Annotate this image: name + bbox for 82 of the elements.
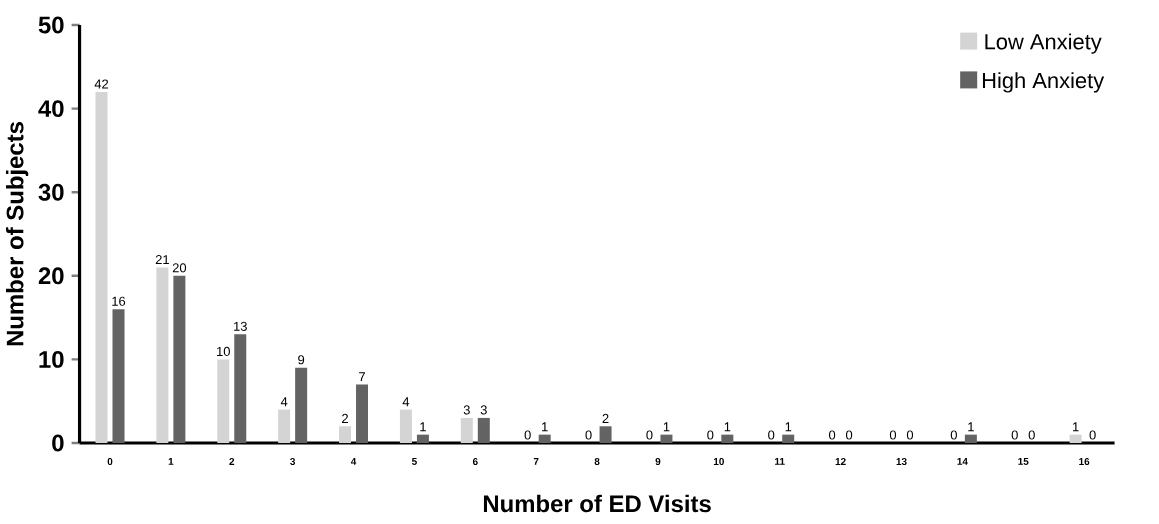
bar [399,409,412,443]
x-tick-label: 9 [655,458,661,466]
bar [538,434,551,443]
x-tick-label: 11 [775,458,785,465]
bar [782,434,795,443]
bar [217,359,230,443]
data-label: 13 [234,321,247,331]
y-axis-title: Number of Subjects [5,122,29,346]
data-label: 0 [1089,430,1096,440]
data-label: 1 [663,422,670,432]
data-label: 42 [94,79,109,89]
bar [156,267,169,443]
bar [1069,434,1082,443]
data-label: 0 [1028,430,1035,440]
bar [477,417,490,443]
x-tick-label: 2 [229,458,235,465]
x-tick-label: 16 [1079,458,1090,466]
data-label: 0 [524,430,531,440]
x-tick-label: 1 [168,458,174,465]
x-tick-label: 6 [472,458,478,466]
bar [278,409,291,443]
data-label: 0 [950,430,957,440]
bar [599,426,612,443]
x-tick-label: 8 [594,458,600,466]
x-tick-label: 5 [411,458,417,465]
data-label: 1 [420,422,426,432]
data-label: 7 [359,372,365,382]
y-tick-label: 30 [38,183,64,201]
y-tick-label: 50 [38,16,64,34]
x-tick-label: 15 [1018,458,1029,465]
data-label: 0 [585,430,592,440]
data-label: 2 [602,413,609,423]
x-tick-label: 14 [957,458,968,465]
legend-label: High Anxiety [982,72,1105,93]
x-tick-label: 7 [533,458,539,465]
data-label: 4 [280,397,288,407]
y-tick-label: 40 [38,100,64,118]
x-tick-label: 13 [896,458,907,466]
data-label: 0 [906,430,914,440]
data-label: 16 [112,296,126,306]
bar [173,275,186,443]
bar [339,426,352,443]
x-tick-label: 10 [713,458,724,466]
data-label: 1 [785,422,792,432]
bar [295,367,308,443]
data-label: 0 [889,430,897,440]
data-label: 10 [217,346,230,357]
data-label: 20 [172,263,187,273]
bar [660,434,673,443]
data-label: 21 [155,255,169,265]
data-label: 1 [542,422,548,432]
data-label: 9 [298,355,305,365]
legend-label: Low Anxiety [985,33,1102,54]
x-tick-label: 3 [290,458,296,466]
data-label: 4 [402,397,410,407]
data-label: 1 [724,422,731,432]
bar [356,384,369,443]
data-label: 0 [646,430,653,440]
x-tick-label: 4 [350,458,357,465]
bar [234,334,247,443]
bar [460,417,473,443]
bar [95,91,108,443]
bar [416,434,429,443]
x-tick-label: 12 [835,458,846,465]
y-tick-label: 0 [52,434,64,452]
x-tick-label: 0 [107,458,113,466]
data-label: 0 [768,430,775,440]
data-label: 1 [1073,422,1079,432]
bar [721,434,734,443]
data-label: 0 [707,430,714,440]
y-tick-label: 20 [38,267,64,285]
x-axis-title: Number of ED Visits [483,494,711,513]
data-label: 0 [829,430,836,440]
bar [964,434,977,443]
data-label: 0 [1011,430,1018,440]
data-label: 0 [846,430,853,440]
data-label: 1 [968,422,974,432]
data-label: 3 [480,405,487,415]
data-label: 2 [342,413,348,423]
bar [112,309,125,443]
data-label: 3 [463,405,470,415]
y-tick-label: 10 [39,350,64,368]
